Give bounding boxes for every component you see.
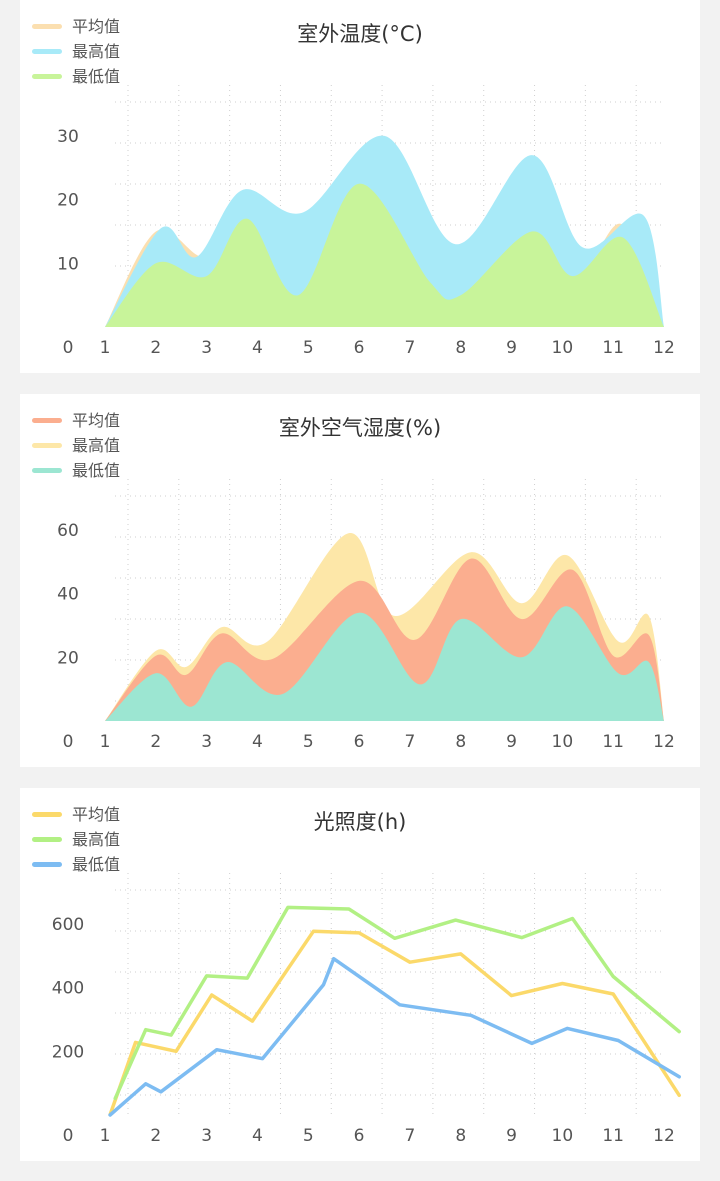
x-tick-label: 11 <box>602 1126 624 1146</box>
y-tick-label: 20 <box>57 191 79 211</box>
series-line-1 <box>110 931 679 1114</box>
x-tick-label: 2 <box>150 338 161 358</box>
x-tick-label: 3 <box>201 1126 212 1146</box>
sunlight-chart-card: 光照度(h) 平均值 最高值 最低值 1 2 3 4 5 6 7 8 9 10 11 12 0 200 40… <box>20 788 700 1161</box>
x-tick-label: 11 <box>602 338 624 358</box>
x-tick-label: 3 <box>201 732 212 752</box>
y-tick-label: 10 <box>57 254 79 274</box>
temperature-chart-card: 室外温度(°C) 平均值 最高值 最低值 1 2 3 4 5 6 7 8 9 10 11 12 0 10 2… <box>20 0 700 373</box>
y-tick-label: 0 <box>63 1126 74 1146</box>
y-tick-label: 600 <box>52 915 84 935</box>
x-tick-label: 6 <box>354 732 365 752</box>
y-tick-label: 60 <box>57 521 79 541</box>
x-tick-label: 4 <box>252 732 263 752</box>
x-tick-label: 9 <box>506 1126 517 1146</box>
x-tick-label: 5 <box>303 338 314 358</box>
humidity-chart-card: 室外空气湿度(%) 平均值 最高值 最低值 1 2 3 4 5 6 7 8 9 10 11 12 0 20… <box>20 394 700 767</box>
x-tick-label: 7 <box>404 732 415 752</box>
y-tick-label: 40 <box>57 585 79 605</box>
x-tick-label: 10 <box>552 1126 574 1146</box>
x-tick-label: 5 <box>303 732 314 752</box>
y-tick-label: 200 <box>52 1042 84 1062</box>
x-tick-label: 10 <box>552 338 574 358</box>
y-tick-label: 0 <box>63 732 74 752</box>
x-tick-label: 2 <box>150 732 161 752</box>
x-tick-label: 9 <box>506 338 517 358</box>
x-tick-label: 12 <box>653 338 675 358</box>
x-tick-label: 8 <box>455 338 466 358</box>
x-tick-label: 9 <box>506 732 517 752</box>
x-tick-label: 12 <box>653 732 675 752</box>
x-tick-label: 1 <box>100 1126 111 1146</box>
x-tick-label: 4 <box>252 338 263 358</box>
x-tick-label: 7 <box>404 338 415 358</box>
x-tick-label: 1 <box>100 338 111 358</box>
x-tick-label: 10 <box>552 732 574 752</box>
x-tick-label: 6 <box>354 338 365 358</box>
x-tick-label: 11 <box>602 732 624 752</box>
x-tick-label: 3 <box>201 338 212 358</box>
y-tick-label: 20 <box>57 648 79 668</box>
x-tick-label: 4 <box>252 1126 263 1146</box>
series-line-3 <box>110 959 679 1115</box>
x-tick-label: 6 <box>354 1126 365 1146</box>
y-tick-label: 0 <box>63 338 74 358</box>
x-tick-label: 2 <box>150 1126 161 1146</box>
x-tick-label: 8 <box>455 732 466 752</box>
x-tick-label: 8 <box>455 1126 466 1146</box>
x-tick-label: 5 <box>303 1126 314 1146</box>
y-tick-label: 400 <box>52 979 84 999</box>
x-tick-label: 1 <box>100 732 111 752</box>
y-tick-label: 30 <box>57 127 79 147</box>
x-tick-label: 7 <box>404 1126 415 1146</box>
x-tick-label: 12 <box>653 1126 675 1146</box>
